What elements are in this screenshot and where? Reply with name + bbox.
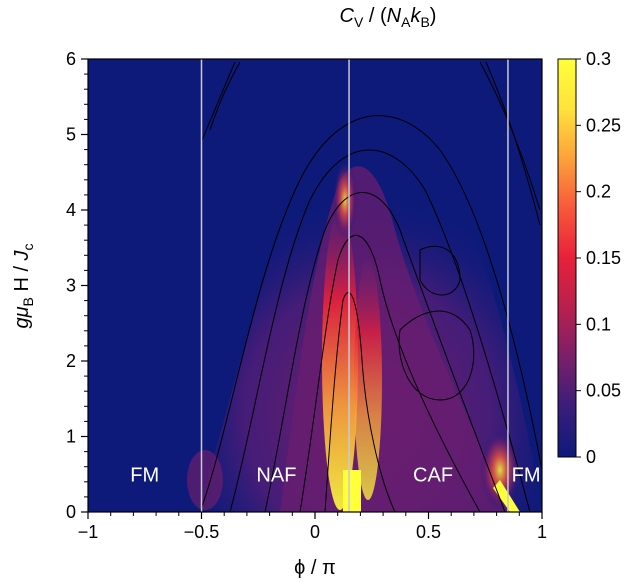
x-axis: −1 −0.5 0 0.5 1 <box>78 512 547 542</box>
region-label-naf: NAF <box>256 464 296 486</box>
colorbar-tick-label: 0.3 <box>586 49 611 69</box>
x-tick-label: −0.5 <box>184 522 220 542</box>
plot-area: FM NAF CAF FM <box>88 59 542 512</box>
colorbar-axis: 0 0.05 0.1 0.15 0.2 0.25 0.3 <box>576 49 621 467</box>
heat-hotspot-right <box>480 430 520 510</box>
region-label-caf: CAF <box>413 464 453 486</box>
y-tick-label: 0 <box>66 502 76 522</box>
y-tick-label: 6 <box>66 49 76 69</box>
region-label-fm-right: FM <box>512 464 541 486</box>
region-label-fm-left: FM <box>130 464 159 486</box>
colorbar-tick-label: 0.05 <box>586 381 621 401</box>
colorbar-tick-label: 0.2 <box>586 182 611 202</box>
contour-lines <box>199 61 542 512</box>
heat-hotspot-left <box>187 450 223 510</box>
y-axis-title: gμB H / Jc <box>11 243 36 328</box>
x-axis-title: ϕ / π <box>294 557 336 579</box>
x-tick-label: 0 <box>310 522 320 542</box>
y-tick-label: 5 <box>66 125 76 145</box>
heat-peak-right <box>354 260 382 500</box>
y-tick-label: 1 <box>66 427 76 447</box>
y-tick-label: 2 <box>66 351 76 371</box>
colorbar <box>557 58 577 458</box>
y-tick-label: 4 <box>66 200 76 220</box>
heat-stem <box>343 470 361 512</box>
chart-title: CV / (NAkB) <box>340 5 437 30</box>
colorbar-tick-label: 0 <box>586 447 596 467</box>
colorbar-tick-label: 0.1 <box>586 314 611 334</box>
x-tick-label: 0.5 <box>416 522 441 542</box>
x-tick-label: −1 <box>78 522 99 542</box>
colorbar-tick-label: 0.25 <box>586 115 621 135</box>
x-tick-label: 1 <box>537 522 547 542</box>
heat-streak-right <box>493 480 520 512</box>
y-tick-label: 3 <box>66 276 76 296</box>
colorbar-tick-label: 0.15 <box>586 248 621 268</box>
y-axis: 0 1 2 3 4 5 6 <box>66 49 88 522</box>
